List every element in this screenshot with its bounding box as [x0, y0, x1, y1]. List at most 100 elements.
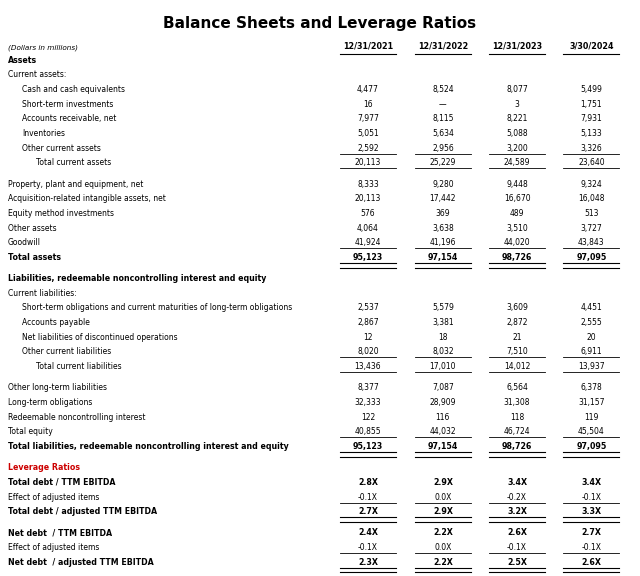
Text: 4,477: 4,477 [357, 85, 379, 94]
Text: 12/31/2021: 12/31/2021 [343, 41, 393, 51]
Text: 31,308: 31,308 [504, 398, 531, 407]
Text: 489: 489 [510, 209, 524, 218]
Text: 2.4X: 2.4X [358, 528, 378, 537]
Text: Inventories: Inventories [22, 129, 65, 138]
Text: Acquisition-related intangible assets, net: Acquisition-related intangible assets, n… [8, 194, 166, 203]
Text: 2,872: 2,872 [506, 318, 528, 327]
Text: Other current assets: Other current assets [22, 143, 100, 153]
Text: 5,088: 5,088 [506, 129, 528, 138]
Text: 6,911: 6,911 [580, 347, 602, 357]
Text: Assets: Assets [8, 56, 37, 65]
Text: Equity method investments: Equity method investments [8, 209, 114, 218]
Text: 7,931: 7,931 [580, 115, 602, 123]
Text: 6,378: 6,378 [580, 383, 602, 392]
Text: 4,451: 4,451 [580, 304, 602, 312]
Text: Other assets: Other assets [8, 223, 56, 233]
Text: 3.4X: 3.4X [581, 478, 602, 487]
Text: 28,909: 28,909 [429, 398, 456, 407]
Text: 119: 119 [584, 412, 598, 422]
Text: -0.1X: -0.1X [581, 543, 602, 552]
Text: Total liabilities, redeemable noncontrolling interest and equity: Total liabilities, redeemable noncontrol… [8, 442, 289, 451]
Text: 2,592: 2,592 [357, 143, 379, 153]
Text: 2,537: 2,537 [357, 304, 379, 312]
Text: 2,956: 2,956 [432, 143, 454, 153]
Text: 0.0X: 0.0X [434, 543, 452, 552]
Text: 43,843: 43,843 [578, 238, 605, 247]
Text: 95,123: 95,123 [353, 442, 383, 451]
Text: 2.9X: 2.9X [433, 507, 453, 516]
Text: Long-term obligations: Long-term obligations [8, 398, 92, 407]
Text: 3.3X: 3.3X [581, 507, 602, 516]
Text: 9,448: 9,448 [506, 180, 528, 188]
Text: -0.1X: -0.1X [358, 543, 378, 552]
Text: 21: 21 [513, 333, 522, 342]
Text: 97,095: 97,095 [576, 253, 607, 262]
Text: Net debt  / adjusted TTM EBITDA: Net debt / adjusted TTM EBITDA [8, 558, 154, 567]
Text: 5,133: 5,133 [580, 129, 602, 138]
Text: 14,012: 14,012 [504, 362, 531, 371]
Text: 17,010: 17,010 [429, 362, 456, 371]
Text: Liabilities, redeemable noncontrolling interest and equity: Liabilities, redeemable noncontrolling i… [8, 274, 266, 283]
Text: 8,524: 8,524 [432, 85, 454, 94]
Text: Other long-term liabilities: Other long-term liabilities [8, 383, 107, 392]
Text: Redeemable noncontrolling interest: Redeemable noncontrolling interest [8, 412, 145, 422]
Text: 8,115: 8,115 [432, 115, 454, 123]
Text: Total current liabilities: Total current liabilities [36, 362, 122, 371]
Text: Accounts payable: Accounts payable [22, 318, 90, 327]
Text: 46,724: 46,724 [504, 427, 531, 436]
Text: 7,510: 7,510 [506, 347, 528, 357]
Text: 122: 122 [361, 412, 375, 422]
Text: 3,638: 3,638 [432, 223, 454, 233]
Text: 3: 3 [515, 100, 520, 109]
Text: 20: 20 [586, 333, 596, 342]
Text: 41,196: 41,196 [429, 238, 456, 247]
Text: 3,510: 3,510 [506, 223, 528, 233]
Text: 2.8X: 2.8X [358, 478, 378, 487]
Text: 5,579: 5,579 [432, 304, 454, 312]
Text: 16,670: 16,670 [504, 194, 531, 203]
Text: 8,077: 8,077 [506, 85, 528, 94]
Text: 13,436: 13,436 [355, 362, 381, 371]
Text: 8,333: 8,333 [357, 180, 379, 188]
Text: 0.0X: 0.0X [434, 492, 452, 502]
Text: Short-term obligations and current maturities of long-term obligations: Short-term obligations and current matur… [22, 304, 292, 312]
Text: 13,937: 13,937 [578, 362, 605, 371]
Text: 98,726: 98,726 [502, 253, 532, 262]
Text: 16,048: 16,048 [578, 194, 605, 203]
Text: Accounts receivable, net: Accounts receivable, net [22, 115, 116, 123]
Text: 12/31/2023: 12/31/2023 [492, 41, 542, 51]
Text: 44,020: 44,020 [504, 238, 531, 247]
Text: 2.2X: 2.2X [433, 558, 453, 567]
Text: 41,924: 41,924 [355, 238, 381, 247]
Text: Current liabilities:: Current liabilities: [8, 289, 76, 298]
Text: 8,377: 8,377 [357, 383, 379, 392]
Text: (Dollars in millions): (Dollars in millions) [8, 44, 77, 51]
Text: 7,087: 7,087 [432, 383, 454, 392]
Text: Short-term investments: Short-term investments [22, 100, 113, 109]
Text: 116: 116 [436, 412, 450, 422]
Text: 3/30/2024: 3/30/2024 [569, 41, 614, 51]
Text: 2.9X: 2.9X [433, 478, 453, 487]
Text: Effect of adjusted items: Effect of adjusted items [8, 492, 99, 502]
Text: 3.2X: 3.2X [507, 507, 527, 516]
Text: 118: 118 [510, 412, 524, 422]
Text: 7,977: 7,977 [357, 115, 379, 123]
Text: 8,020: 8,020 [357, 347, 379, 357]
Text: 17,442: 17,442 [429, 194, 456, 203]
Text: 18: 18 [438, 333, 447, 342]
Text: 2,555: 2,555 [580, 318, 602, 327]
Text: 12: 12 [364, 333, 372, 342]
Text: 2,867: 2,867 [357, 318, 379, 327]
Text: 20,113: 20,113 [355, 158, 381, 167]
Text: Total equity: Total equity [8, 427, 52, 436]
Text: 24,589: 24,589 [504, 158, 531, 167]
Text: 97,154: 97,154 [428, 442, 458, 451]
Text: 9,280: 9,280 [432, 180, 454, 188]
Text: 16: 16 [363, 100, 373, 109]
Text: 369: 369 [436, 209, 450, 218]
Text: 25,229: 25,229 [429, 158, 456, 167]
Text: 3,381: 3,381 [432, 318, 454, 327]
Text: —: — [439, 100, 447, 109]
Text: Total debt / adjusted TTM EBITDA: Total debt / adjusted TTM EBITDA [8, 507, 157, 516]
Text: -0.1X: -0.1X [581, 492, 602, 502]
